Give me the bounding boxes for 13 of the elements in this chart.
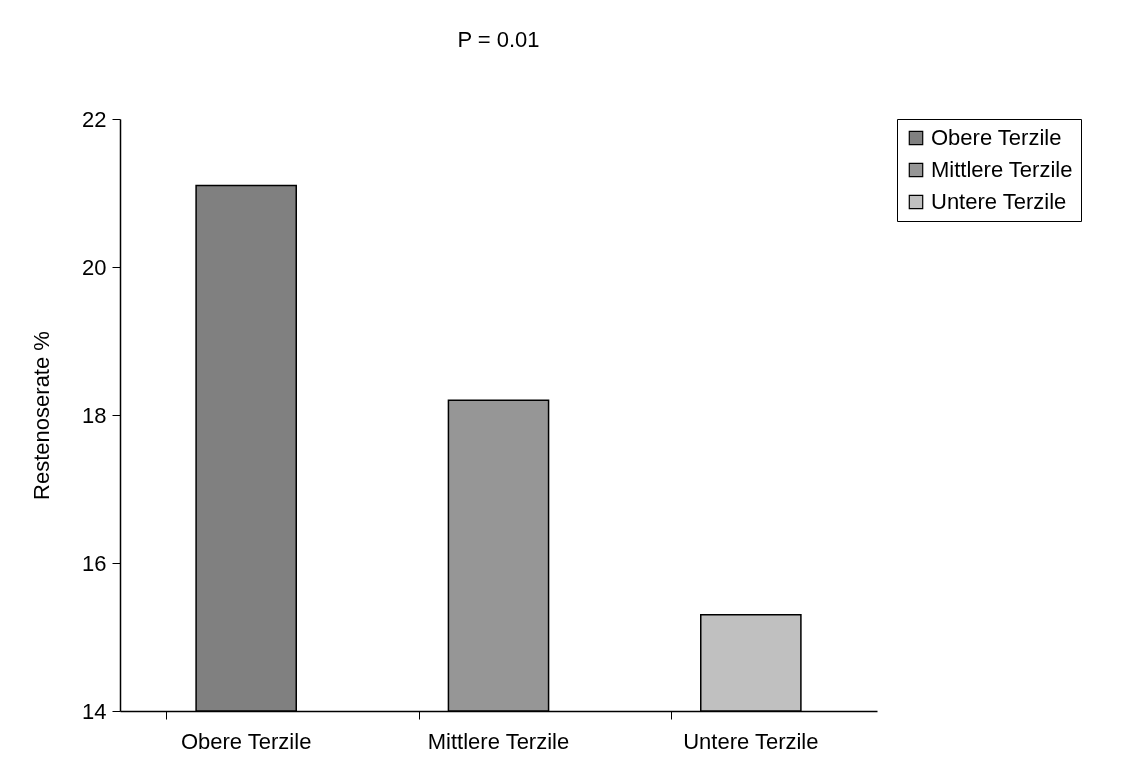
x-tick-label: Obere Terzile [180, 728, 312, 754]
y-tick-label: 22 [82, 106, 107, 132]
chart-title: P = 0.01 [457, 27, 540, 52]
y-tick-label: 20 [82, 254, 107, 280]
legend-label: Untere Terzile [931, 189, 1067, 214]
y-axis-title: Restenoserate % [29, 331, 55, 500]
y-tick-label: 16 [82, 550, 107, 576]
y-tick-label: 14 [82, 698, 107, 724]
x-tick-label: Mittlere Terzile [427, 728, 570, 754]
legend-label: Mittlere Terzile [931, 157, 1073, 182]
x-tick-label: Untere Terzile [683, 728, 819, 754]
legend-label: Obere Terzile [931, 125, 1062, 150]
y-tick-label: 18 [82, 402, 107, 428]
